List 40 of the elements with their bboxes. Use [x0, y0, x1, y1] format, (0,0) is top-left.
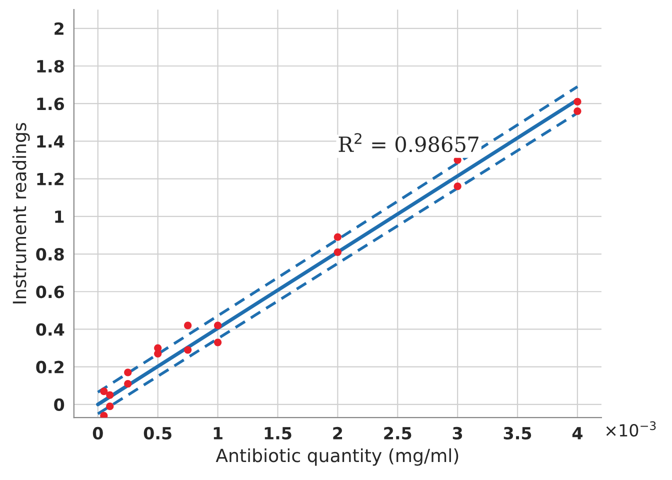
point — [184, 322, 192, 330]
point — [454, 182, 462, 190]
point — [106, 402, 114, 410]
text: ×10$^{−3}$ — [606, 421, 656, 437]
y-tick-label: 1.2 — [37, 172, 64, 186]
y-tick-label: 1.8 — [37, 60, 64, 73]
x-tick-label: 3.5 — [504, 426, 532, 440]
y-tick-label: 0.6 — [36, 286, 64, 298]
point — [574, 107, 582, 115]
point — [574, 98, 582, 106]
point — [124, 380, 132, 388]
annotation: R$^{2}$ = 0.98657 — [338, 133, 478, 152]
point — [214, 338, 222, 346]
x-tick-label: 2.5 — [384, 426, 412, 440]
point — [154, 350, 162, 358]
x-tick-label: 2 — [333, 426, 342, 440]
x-tick-label: 4 — [572, 427, 582, 440]
point — [334, 248, 342, 256]
y-tick-label: 0.4 — [36, 323, 64, 336]
y-tick-label: 0 — [54, 398, 64, 412]
point — [124, 368, 132, 376]
y-tick-label: 2 — [54, 22, 64, 35]
x-tick-label: 1 — [214, 427, 222, 440]
point — [100, 412, 108, 418]
point — [106, 391, 114, 399]
x-tick-label: 1.5 — [264, 427, 292, 440]
point — [334, 233, 342, 241]
point — [214, 322, 222, 330]
y-tick-label: 0.2 — [36, 360, 64, 374]
x-axis-title: Antibiotic quantity (mg/ml) — [216, 448, 458, 466]
x-tick-label: 0.5 — [144, 426, 172, 440]
x-tick-label: 0 — [92, 426, 103, 440]
y-axis-title: Instrument readings — [12, 122, 30, 304]
y-tick-label: 1 — [55, 210, 64, 223]
point — [184, 346, 192, 354]
y-tick-label: 1.6 — [37, 98, 64, 110]
y-tick-label: 0.8 — [36, 248, 64, 261]
x-tick-label: 3 — [452, 426, 462, 440]
point — [100, 387, 108, 396]
y-tick-label: 1.4 — [37, 135, 64, 148]
